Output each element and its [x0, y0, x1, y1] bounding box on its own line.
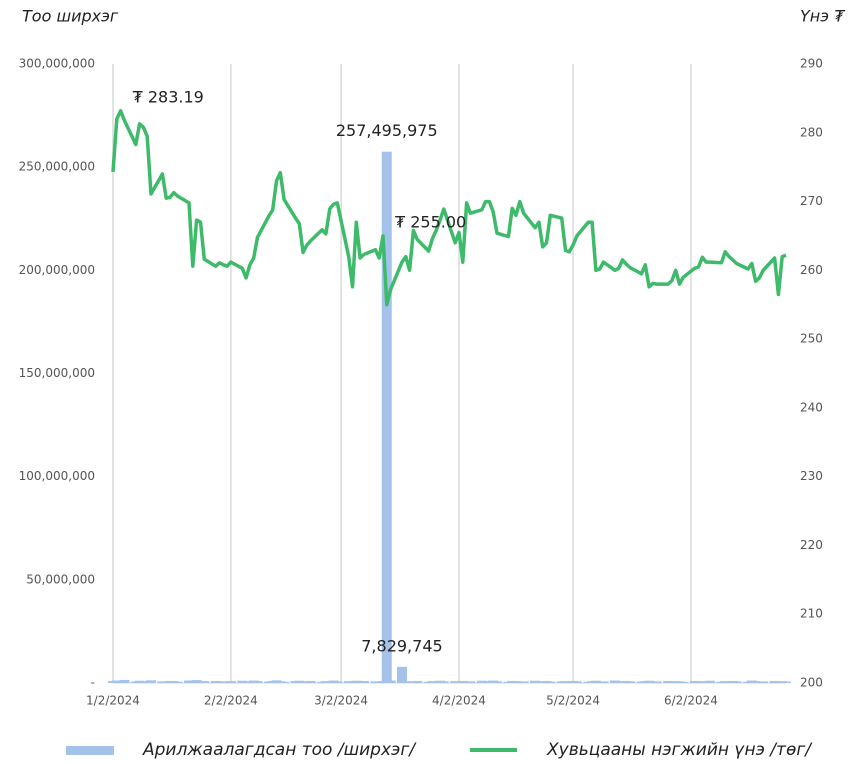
- bar: [571, 681, 582, 683]
- bar: [381, 151, 392, 684]
- bar: [358, 680, 369, 683]
- price-line: [111, 109, 787, 307]
- x-tick-label: 2/2/2024: [204, 694, 258, 708]
- bar: [518, 681, 529, 683]
- bar: [252, 681, 263, 683]
- bar: [598, 681, 609, 683]
- bar: [731, 681, 742, 683]
- y2-tick-label: 220: [800, 538, 823, 552]
- bar: [465, 681, 476, 683]
- bar: [396, 666, 407, 683]
- x-tick-label: 5/2/2024: [546, 694, 600, 708]
- x-tick-label: 4/2/2024: [432, 694, 486, 708]
- y-axis-title: Тоо ширхэг: [22, 7, 119, 26]
- y2-tick-label: 200: [800, 676, 823, 690]
- y2-tick-label: 230: [800, 469, 823, 483]
- y-tick-label: 150,000,000: [19, 366, 95, 380]
- data-label: 7,829,745: [361, 636, 442, 655]
- y-tick-label: 50,000,000: [26, 572, 95, 586]
- legend-label: Хувьцааны нэгжийн үнэ /төг/: [546, 740, 813, 760]
- bar: [146, 680, 157, 683]
- data-label: ₮ 255.00: [395, 212, 466, 231]
- legend-label: Арилжаалагдсан тоо /ширхэг/: [142, 740, 417, 760]
- bar: [492, 681, 503, 683]
- y-tick-label: 250,000,000: [19, 160, 95, 174]
- bar: [385, 680, 396, 683]
- bar: [332, 681, 343, 683]
- y2-tick-label: 210: [800, 607, 823, 621]
- y2-tick-label: 270: [800, 194, 823, 208]
- x-tick-label: 3/2/2024: [314, 694, 368, 708]
- bar: [651, 681, 662, 683]
- y-tick-label: 200,000,000: [19, 263, 95, 277]
- bar: [625, 681, 636, 683]
- bar: [704, 680, 715, 683]
- bar: [119, 679, 130, 683]
- x-tick-label: 6/2/2024: [664, 694, 718, 708]
- y2-tick-label: 280: [800, 125, 823, 139]
- y2-axis-title: Үнэ ₮: [800, 7, 846, 26]
- bar: [412, 680, 423, 683]
- bar: [545, 681, 556, 683]
- x-tick-label: 1/2/2024: [86, 694, 140, 708]
- bar: [678, 681, 689, 683]
- legend-swatch: [66, 746, 114, 755]
- bar: [438, 681, 449, 683]
- y2-tick-label: 290: [800, 57, 823, 71]
- bar: [305, 680, 316, 683]
- y2-tick-label: 250: [800, 332, 823, 346]
- bar: [758, 681, 769, 683]
- y-tick-label: 300,000,000: [19, 57, 95, 71]
- data-label: ₮ 283.19: [133, 87, 204, 106]
- y2-tick-label: 260: [800, 263, 823, 277]
- bar: [279, 681, 290, 683]
- y-tick-label: 100,000,000: [19, 469, 95, 483]
- y-tick-label: -: [91, 676, 95, 690]
- bar: [199, 681, 210, 683]
- bar: [781, 681, 791, 683]
- bar: [225, 681, 236, 683]
- y2-tick-label: 240: [800, 400, 823, 414]
- data-label: 257,495,975: [336, 121, 438, 140]
- bar: [172, 681, 183, 683]
